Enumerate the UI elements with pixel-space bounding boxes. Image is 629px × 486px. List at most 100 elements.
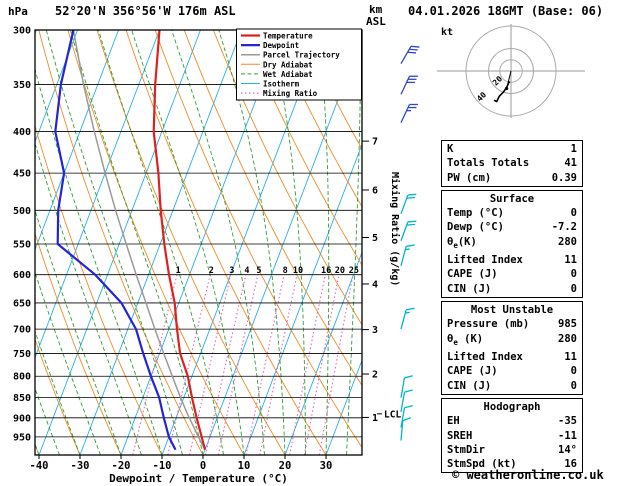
run-datetime: 04.01.2026 18GMT (Base: 06) [408,4,604,18]
pressure-tick-label: 400 [13,127,31,138]
row-value: 0 [570,379,577,392]
table-row: Pressure (mb) 985 [442,317,582,331]
km-tick-label: 3 [372,325,378,336]
wind-barb [400,404,413,428]
wind-barbs [400,45,420,441]
x-tick-label: 10 [238,460,251,472]
row-label: θe (K) [447,332,484,347]
x-tick-label: -40 [30,460,49,472]
x-axis: -40 -30 -20 -10 0 10 20 30 Dewpoint / Temperatur… [30,455,333,485]
row-label: Lifted Index [447,254,523,267]
row-label: CAPE (J) [447,268,498,281]
panel-title: Most Unstable [470,304,554,317]
mixing-ratio-value-label: 4 [244,266,249,276]
mixing-ratio-value-label: 20 [335,266,345,276]
table-row: SREH -11 [442,429,582,443]
altitude-unit-km: km [369,3,383,16]
wind-barb [400,220,417,241]
row-label: CIN (J) [447,379,492,392]
hodograph-ring-label: 20 [491,74,504,87]
temperature-line [152,30,207,450]
row-value: 280 [558,332,577,345]
row-value: 0 [570,268,577,281]
table-row: EH -35 [442,414,582,428]
row-value: 0 [570,207,577,220]
wind-barb [400,244,415,266]
mixing-ratio-value-label: 5 [256,266,261,276]
table-row: StmSpd (kt) 16 [442,457,582,471]
indices-panel: K 1 Totals Totals 41 PW (cm) 0.39 [441,140,583,187]
storm-motion-vector [506,70,512,89]
km-tick-label: 2 [372,370,378,381]
row-value: 280 [558,235,577,248]
panel-title: Surface [489,192,535,205]
row-value: 1 [570,143,577,155]
mixing-ratio-value-label: 3 [229,266,234,276]
row-value: -35 [558,415,577,428]
row-value: -11 [558,429,577,442]
mixing-ratio-value-label: 8 [283,266,288,276]
copyright-text: © weatheronline.co.uk [452,468,604,482]
pressure-tick-label: 650 [13,298,31,309]
x-tick-label: 30 [320,460,333,472]
mixing-ratio-labels: 1 2 3 4 5 8 10 16 20 25 [176,266,359,276]
km-tick-label: 6 [372,185,378,196]
mixing-ratio-value-label: 1 [176,266,181,276]
row-value: 0.39 [551,171,577,184]
table-row: CIN (J) 0 [442,379,582,393]
wind-barb [400,103,418,123]
row-label: Lifted Index [447,351,523,364]
pressure-tick-label: 350 [13,80,31,91]
indices-panel: Hodograph EH -35 SREH -11 StmDir 14° StmSpd (kt… [441,397,583,474]
wind-barb [400,375,413,398]
row-label: Totals Totals [447,157,530,170]
row-label: StmDir [447,443,485,456]
row-value: 0 [570,282,577,295]
pressure-tick-label: 700 [13,325,31,336]
table-row: Lifted Index 11 [442,350,582,364]
x-axis-title: Dewpoint / Temperature (°C) [109,472,288,485]
indices-panel: Most Unstable Pressure (mb) 985 θe (K) 280 Li… [441,301,583,395]
pressure-tick-label: 850 [13,393,31,404]
row-label: CAPE (J) [447,365,498,378]
row-label: PW (cm) [447,171,492,184]
wind-barb [400,75,418,95]
mixing-ratio-value-label: 16 [321,266,331,276]
table-row: Temp (°C) 0 [442,206,582,220]
row-label: SREH [447,429,473,442]
row-label: Dewp (°C) [447,221,504,234]
storm-motion-marker [505,86,509,91]
table-row: CIN (J) 0 [442,282,582,296]
wind-barb [400,417,411,441]
row-label: Temp (°C) [447,207,504,220]
km-tick-label: 1 [372,413,378,424]
legend-item-label: Parcel Trajectory [263,51,340,60]
row-value: 985 [558,318,577,331]
wind-barb [400,45,420,64]
table-row: CAPE (J) 0 [442,364,582,378]
pressure-tick-label: 750 [13,349,31,360]
profiles-layer [54,30,207,451]
x-tick-label: 20 [279,460,292,472]
pressure-tick-label: 550 [13,239,31,250]
row-value: 11 [564,351,577,364]
table-row: θe(K) 280 [442,235,582,253]
x-tick-label: 0 [200,460,206,472]
pressure-tick-label: 450 [13,169,31,180]
km-tick-label: 4 [372,279,378,290]
legend-item-label: Isotherm [263,80,300,89]
row-label: θe(K) [447,235,477,250]
hodograph-unit-label: kt [441,27,454,38]
lcl-label: LCL [384,409,401,420]
table-row: PW (cm) 0.39 [442,171,582,185]
row-value: 41 [564,157,577,170]
station-title: 52°20'N 356°56'W 176m ASL [55,4,236,18]
km-tick-label: 5 [372,233,378,244]
wind-barb [400,389,413,412]
legend-item-label: Temperature [263,32,313,41]
wind-barb [400,307,415,330]
